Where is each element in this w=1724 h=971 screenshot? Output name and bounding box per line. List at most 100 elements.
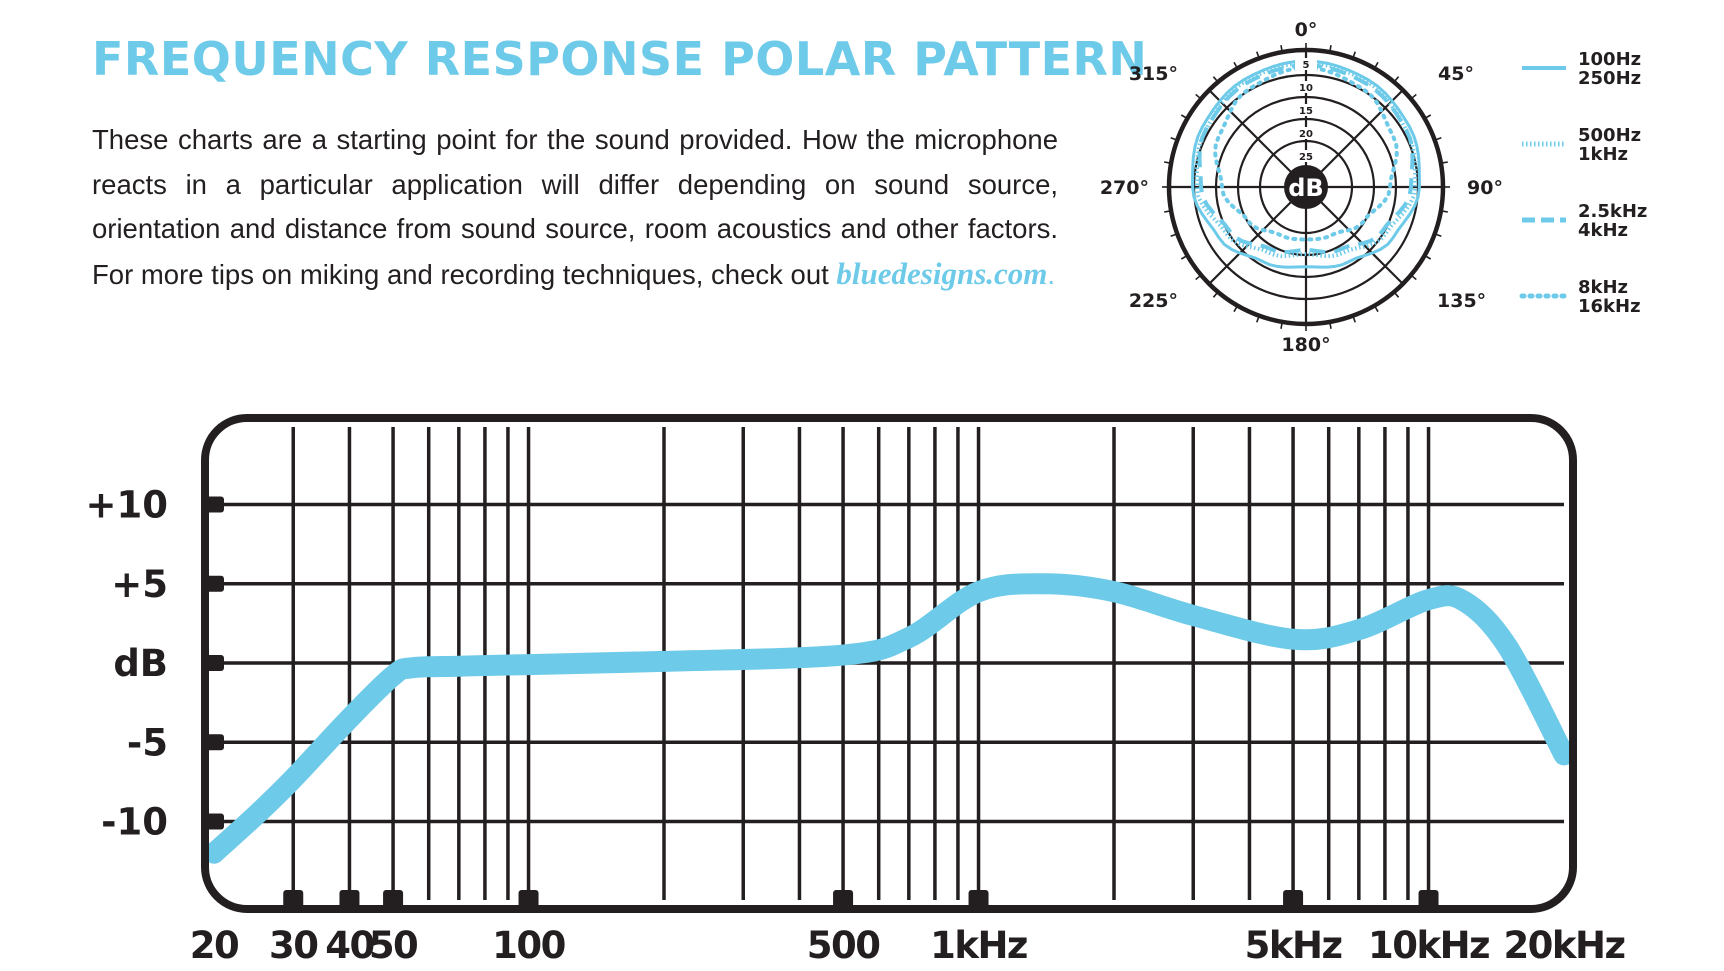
polar-degree-tick: [1424, 114, 1432, 120]
y-tick-label--10: -10: [101, 801, 168, 844]
polar-degree-tick: [1393, 76, 1400, 83]
legend-label: 500Hz: [1578, 125, 1641, 146]
frequency-response-line: [205, 573, 1573, 864]
y-tick-label-5: +5: [111, 563, 168, 606]
x-tick-label-1000: 1kHz: [930, 924, 1027, 967]
plot-frame: [201, 414, 1577, 913]
x-tick-label-5000: 5kHz: [1245, 924, 1342, 967]
polar-degree-tick: [1410, 274, 1417, 281]
polar-outer-ring: [1166, 47, 1446, 327]
page-title: FREQUENCY RESPONSE POLAR PATTERN: [92, 32, 1148, 86]
angle-label-4: 180°: [1281, 334, 1330, 356]
legend-label: 100Hz: [1578, 49, 1641, 70]
intro-paragraph: These charts are a starting point for th…: [92, 118, 1058, 297]
polar-series-dotted: [1213, 65, 1399, 242]
polar-degree-tick: [1255, 315, 1260, 323]
polar-ring-1: [1192, 73, 1420, 301]
polar-degree-tick: [1180, 254, 1188, 260]
legend-label: 8kHz: [1578, 277, 1628, 298]
ring-label-bg: [1295, 150, 1317, 162]
legend-label: 16kHz: [1578, 296, 1641, 317]
x-tick-label-40: 40: [325, 924, 374, 967]
x-tick-marker-40: [339, 890, 360, 910]
polar-degree-tick: [1424, 254, 1432, 260]
polar-degree-tick: [1212, 76, 1219, 83]
polar-series-fine-dotted: [1194, 61, 1418, 259]
polar-degree-tick: [1440, 161, 1448, 164]
y-tick-marker--5: [204, 734, 224, 751]
polar-degree-tick: [1164, 161, 1172, 164]
angle-label-0: 0°: [1295, 19, 1318, 41]
y-tick-marker--10: [204, 813, 224, 830]
y-tick-label-0: dB: [113, 642, 168, 685]
x-tick-label-500: 500: [807, 924, 880, 967]
polar-degree-tick: [1233, 61, 1239, 69]
polar-degree-tick: [1280, 45, 1283, 53]
angle-label-1: 45°: [1438, 63, 1474, 85]
polar-degree-tick: [1280, 321, 1283, 329]
angle-label-5: 225°: [1129, 290, 1178, 312]
ring-label-bg: [1295, 81, 1317, 93]
polar-degree-tick: [1195, 93, 1202, 100]
polar-degree-tick: [1195, 274, 1202, 281]
x-tick-label-20: 20: [190, 924, 239, 967]
polar-degree-tick: [1180, 114, 1188, 120]
polar-degree-tick: [1329, 45, 1332, 53]
polar-degree-tick: [1410, 93, 1417, 100]
legend-label: 4kHz: [1578, 220, 1628, 241]
polar-degree-tick: [1212, 291, 1219, 298]
y-tick-label-10: +10: [86, 484, 169, 527]
polar-degree-tick: [1393, 291, 1400, 298]
polar-center-label: dB: [1288, 174, 1323, 202]
polar-degree-tick: [1170, 136, 1178, 141]
polar-degree-tick: [1352, 51, 1357, 59]
angle-label-3: 135°: [1437, 290, 1486, 312]
polar-ring-2: [1214, 95, 1398, 279]
y-tick-marker-10: [204, 496, 224, 513]
polar-series-solid: [1191, 59, 1421, 269]
polar-ring-3: [1236, 117, 1376, 257]
x-tick-marker-10000: [1418, 890, 1439, 910]
x-tick-label-100: 100: [492, 924, 565, 967]
ring-label-5: 5: [1303, 60, 1310, 71]
y-tick-marker-5: [204, 575, 224, 592]
polar-degree-tick: [1373, 61, 1379, 69]
ring-label-bg: [1295, 104, 1317, 116]
polar-degree-tick: [1440, 210, 1448, 213]
legend-label: 2.5kHz: [1578, 201, 1647, 222]
angle-label-2: 90°: [1467, 177, 1503, 199]
polar-degree-tick: [1434, 233, 1442, 238]
legend-label: 1kHz: [1578, 144, 1628, 165]
bluedesigns-link[interactable]: bluedesigns.com: [836, 255, 1048, 291]
polar-series-dashed: [1197, 63, 1415, 255]
legend-label: 250Hz: [1578, 68, 1641, 89]
intro-end: .: [1047, 258, 1056, 290]
ring-label-15: 15: [1299, 106, 1313, 117]
x-tick-label-20000: 20kHz: [1503, 924, 1624, 967]
plot-area: [205, 427, 1573, 900]
x-tick-marker-30: [283, 890, 304, 910]
polar-degree-tick: [1434, 136, 1442, 141]
x-tick-marker-100: [518, 890, 539, 910]
ring-label-bg: [1295, 127, 1317, 139]
polar-degree-tick: [1164, 210, 1172, 213]
polar-degree-tick: [1373, 305, 1379, 313]
polar-degree-tick: [1329, 321, 1332, 329]
ring-label-bg: [1295, 58, 1317, 70]
x-tick-label-10000: 10kHz: [1368, 924, 1489, 967]
polar-ring-4: [1258, 139, 1354, 235]
ring-label-25: 25: [1299, 152, 1313, 163]
polar-degree-tick: [1352, 315, 1357, 323]
polar-spoke-45: [1208, 89, 1404, 285]
angle-label-6: 270°: [1100, 177, 1149, 199]
polar-degree-tick: [1170, 233, 1178, 238]
x-tick-marker-5000: [1283, 890, 1304, 910]
x-tick-label-30: 30: [269, 924, 318, 967]
y-tick-marker-0: [204, 655, 224, 671]
polar-degree-tick: [1255, 51, 1260, 59]
x-tick-marker-50: [383, 890, 404, 910]
polar-center-disc: [1284, 165, 1328, 209]
ring-label-20: 20: [1299, 129, 1313, 140]
polar-degree-tick: [1233, 305, 1239, 313]
y-tick-label--5: -5: [127, 721, 168, 764]
